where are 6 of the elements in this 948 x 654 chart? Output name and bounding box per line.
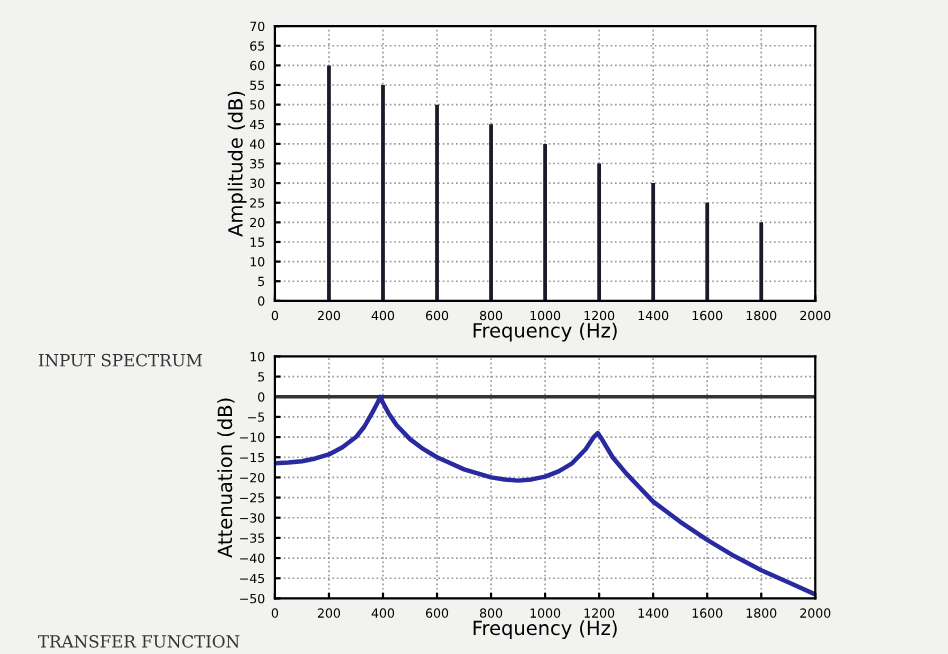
text: TRANSFER FUNCTION [38,635,240,648]
x-axis-title: Frequency (Hz) [473,322,617,342]
y-axis-title: Amplitude (dB) [227,91,247,237]
text: INPUT SPECTRUM [38,353,202,367]
y-axis-title: Attenuation (dB) [217,398,235,558]
x-axis-title: Frequency (Hz) [473,620,617,640]
